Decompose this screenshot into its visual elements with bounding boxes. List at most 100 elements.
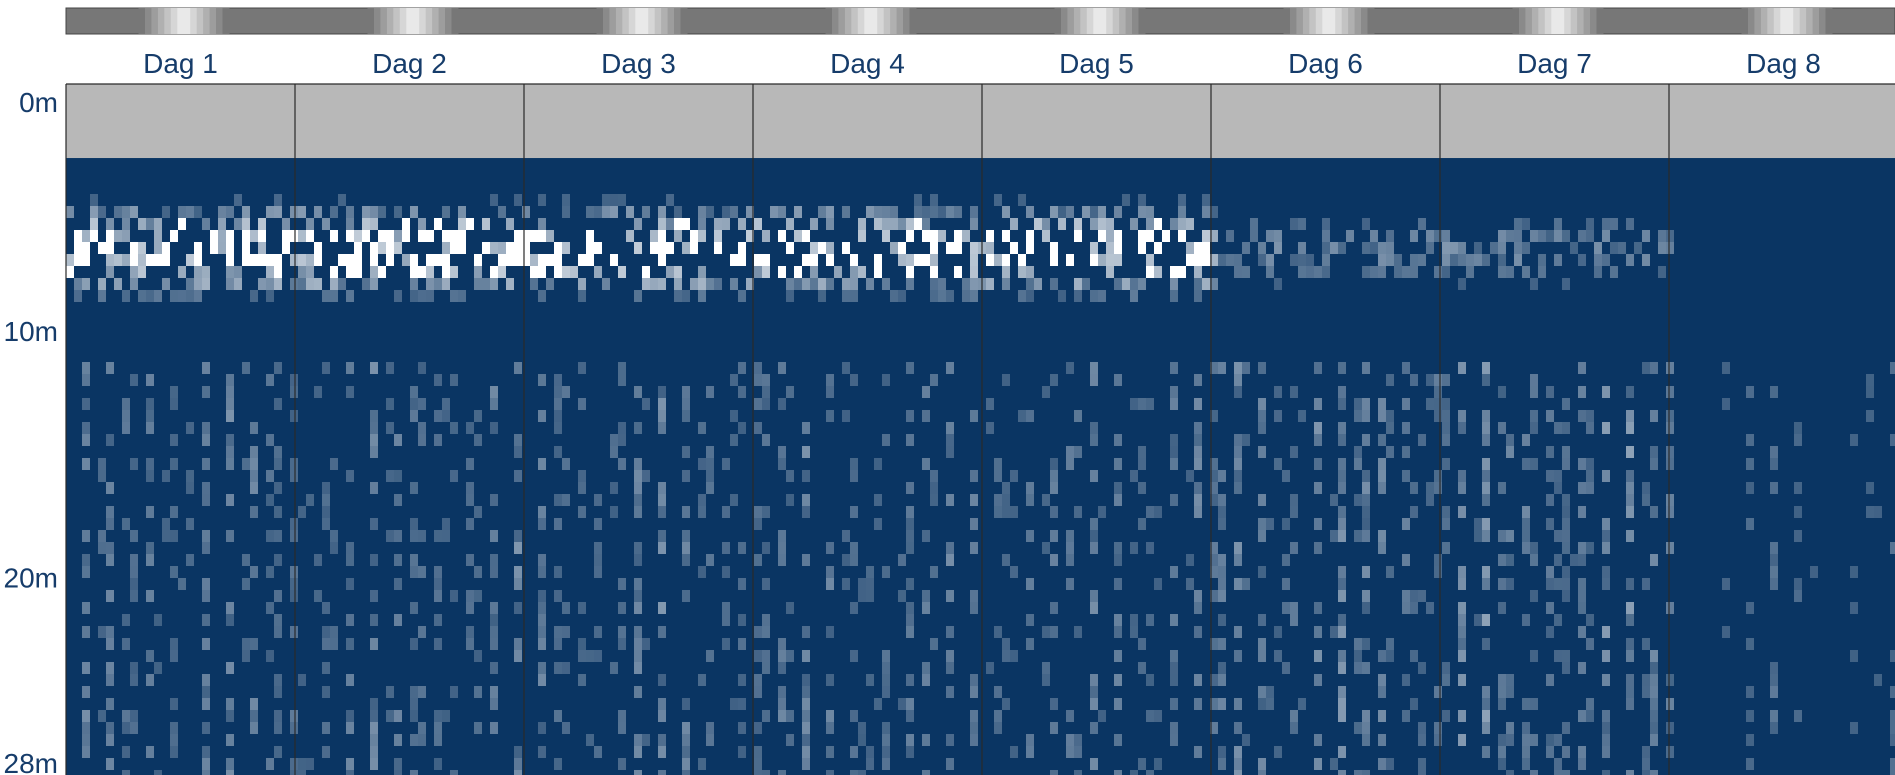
heatmap-cell <box>1218 638 1226 650</box>
day-strip-daylight <box>1551 8 1559 34</box>
heatmap-cell <box>1482 638 1490 650</box>
heatmap-cell <box>706 470 714 482</box>
heatmap-cell <box>762 266 770 278</box>
day-strip-daylight <box>406 8 414 34</box>
heatmap-cell <box>1218 494 1226 506</box>
heatmap-cell <box>1258 494 1266 506</box>
heatmap-cell <box>98 206 106 218</box>
heatmap-cell <box>1506 722 1514 734</box>
heatmap-cell <box>498 254 506 266</box>
heatmap-cell <box>698 422 706 434</box>
heatmap-cell <box>946 734 954 746</box>
heatmap-cell <box>1130 614 1138 626</box>
heatmap-cell <box>1402 266 1410 278</box>
heatmap-cell <box>1650 554 1658 566</box>
day-strip-daylight <box>1061 8 1068 34</box>
heatmap-cell <box>1026 578 1034 590</box>
heatmap-cell <box>778 362 786 374</box>
heatmap-cell <box>370 446 378 458</box>
heatmap-cell <box>1610 242 1618 254</box>
heatmap-cell <box>1362 734 1370 746</box>
heatmap-cell <box>994 626 1002 638</box>
heatmap-cell <box>1338 578 1346 590</box>
day-strip-daylight <box>1099 8 1107 34</box>
heatmap-cell <box>442 398 450 410</box>
heatmap-cell <box>170 566 178 578</box>
heatmap-cell <box>738 218 746 230</box>
heatmap-cell <box>74 290 82 302</box>
heatmap-cell <box>410 734 418 746</box>
heatmap-cell <box>1546 518 1554 530</box>
heatmap-cell <box>946 362 954 374</box>
heatmap-cell <box>290 626 298 638</box>
heatmap-cell <box>282 242 290 254</box>
heatmap-cell <box>130 374 138 386</box>
heatmap-cell <box>1194 674 1202 686</box>
heatmap-cell <box>802 650 810 662</box>
heatmap-cell <box>658 410 666 422</box>
day-strip-daylight <box>1106 8 1114 34</box>
heatmap-cell <box>1602 386 1610 398</box>
heatmap-cell <box>1530 374 1538 386</box>
heatmap-cell <box>1170 278 1178 290</box>
heatmap-cell <box>1578 554 1586 566</box>
heatmap-cell <box>1218 254 1226 266</box>
heatmap-cell <box>938 206 946 218</box>
heatmap-cell <box>370 698 378 710</box>
heatmap-cell <box>1586 482 1594 494</box>
heatmap-cell <box>202 422 210 434</box>
heatmap-cell <box>1522 746 1530 758</box>
heatmap-cell <box>282 230 290 242</box>
heatmap-cell <box>226 710 234 722</box>
heatmap-cell <box>1442 410 1450 422</box>
heatmap-cell <box>434 758 442 770</box>
heatmap-cell <box>1218 566 1226 578</box>
heatmap-cell <box>1746 638 1754 650</box>
heatmap-cell <box>1258 422 1266 434</box>
heatmap-cell <box>514 434 522 446</box>
heatmap-cell <box>946 686 954 698</box>
day-strip-daylight <box>1590 8 1597 34</box>
heatmap-cell <box>1178 218 1186 230</box>
heatmap-cell <box>1090 530 1098 542</box>
heatmap-cell <box>410 710 418 722</box>
heatmap-cell <box>434 374 442 386</box>
heatmap-cell <box>1338 458 1346 470</box>
heatmap-cell <box>250 638 258 650</box>
heatmap-cell <box>1002 278 1010 290</box>
heatmap-cell <box>826 206 834 218</box>
heatmap-cell <box>154 662 162 674</box>
heatmap-cell <box>1274 626 1282 638</box>
heatmap-cell <box>786 710 794 722</box>
heatmap-cell <box>1562 458 1570 470</box>
heatmap-cell <box>666 194 674 206</box>
heatmap-cell <box>1258 446 1266 458</box>
heatmap-cell <box>1522 242 1530 254</box>
heatmap-cell <box>1418 590 1426 602</box>
heatmap-cell <box>146 422 154 434</box>
day-strip-daylight <box>622 8 630 34</box>
heatmap-cell <box>682 386 690 398</box>
heatmap-cell <box>1498 674 1506 686</box>
heatmap-cell <box>418 230 426 242</box>
heatmap-cell <box>1330 626 1338 638</box>
day-strip-daylight <box>903 8 910 34</box>
heatmap-cell <box>1746 482 1754 494</box>
heatmap-cell <box>506 278 514 290</box>
heatmap-cell <box>90 218 98 230</box>
heatmap-cell <box>946 662 954 674</box>
heatmap-cell <box>1410 602 1418 614</box>
heatmap-cell <box>434 578 442 590</box>
heatmap-cell <box>1850 602 1858 614</box>
heatmap-cell <box>594 494 602 506</box>
heatmap-cell <box>1258 758 1266 770</box>
heatmap-cell <box>1522 458 1530 470</box>
heatmap-cell <box>1210 482 1218 494</box>
heatmap-cell <box>1546 386 1554 398</box>
heatmap-cell <box>266 254 274 266</box>
heatmap-cell <box>842 530 850 542</box>
heatmap-cell <box>754 650 762 662</box>
heatmap-cell <box>906 698 914 710</box>
day-strip-daylight <box>1067 8 1075 34</box>
heatmap-cell <box>1578 386 1586 398</box>
